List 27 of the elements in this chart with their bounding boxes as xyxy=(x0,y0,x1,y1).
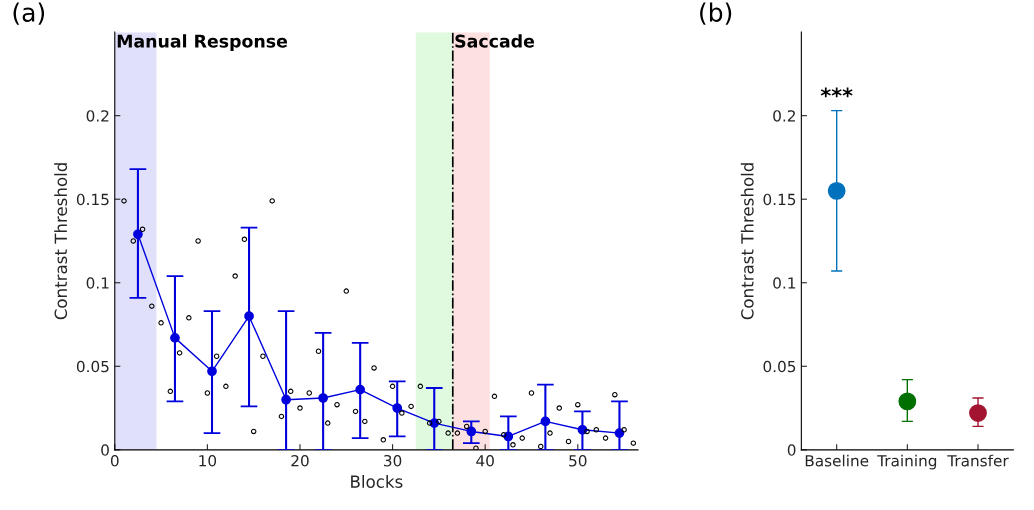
y-axis-title: Contrast Threshold xyxy=(54,163,68,320)
x-tick-label: 20 xyxy=(291,454,309,467)
y-tick-label: 0 xyxy=(787,444,796,456)
x-tick-label: 50 xyxy=(569,454,587,467)
x-tick-label: Training xyxy=(877,454,937,470)
y-axis-title: Contrast Threshold xyxy=(740,163,754,320)
y-tick-label: 0.2 xyxy=(86,110,109,122)
x-tick-label: 40 xyxy=(476,454,494,467)
y-tick-label: 0 xyxy=(101,444,109,456)
chart-title: (a) xyxy=(13,2,45,25)
band-label: Manual Response xyxy=(117,34,288,52)
y-tick-label: 0.15 xyxy=(763,193,796,206)
chart-title: (b) xyxy=(700,2,732,25)
band-label: Saccade xyxy=(455,34,535,48)
annotation: *** xyxy=(820,87,853,98)
y-tick-label: 0.2 xyxy=(773,110,795,122)
y-tick-label: 0.05 xyxy=(76,360,109,373)
x-axis-title: Blocks xyxy=(351,475,403,488)
x-tick-label: Baseline xyxy=(805,454,869,467)
y-tick-label: 0.05 xyxy=(763,360,796,373)
x-tick-label: 10 xyxy=(199,454,217,467)
y-tick-label: 0.1 xyxy=(773,277,796,289)
y-tick-label: 0.1 xyxy=(86,277,109,289)
x-tick-label: 0 xyxy=(110,454,119,467)
x-tick-label: Transfer xyxy=(947,454,1009,467)
y-tick-label: 0.15 xyxy=(76,193,109,206)
x-tick-label: 30 xyxy=(384,454,402,467)
